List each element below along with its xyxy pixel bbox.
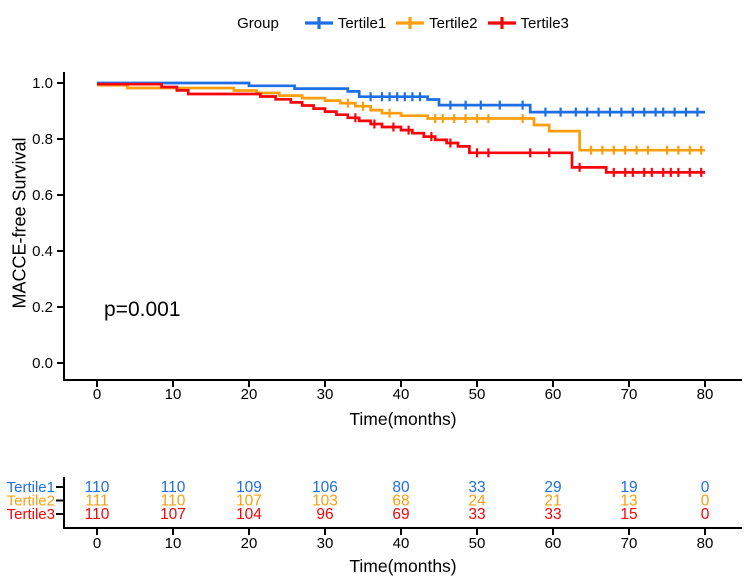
- y-axis-title: MACCE-free Survival: [9, 137, 30, 309]
- x-tick-label: 0: [93, 386, 101, 403]
- legend-items: Tertile1 Tertile2 Tertile3: [304, 13, 569, 33]
- risk-count: 33: [468, 479, 485, 496]
- risk-count: 0: [701, 479, 710, 496]
- risk-count: 111: [85, 493, 109, 510]
- y-tick-label: 0.0: [32, 355, 53, 372]
- risk-row-label: Tertile2: [7, 493, 55, 510]
- risk-count: 29: [544, 479, 561, 496]
- x-tick-label: 40: [393, 386, 410, 403]
- risk-count: 106: [312, 479, 338, 496]
- censor-marks-tertile1: [369, 92, 699, 117]
- risk-count: 110: [161, 479, 186, 496]
- x-tick-label: 20: [241, 386, 258, 403]
- legend-item-label: Tertile3: [520, 14, 569, 32]
- x-tick-label: 80: [697, 386, 714, 403]
- censor-marks-tertile3: [354, 113, 703, 177]
- risk-count: 13: [620, 493, 637, 510]
- risk-count: 107: [160, 506, 186, 523]
- y-tick-label: 0.8: [32, 131, 53, 148]
- legend: Group Tertile1 Tertile2 Tertile3: [64, 10, 742, 36]
- risk-count: 80: [392, 479, 410, 496]
- risk-row-label: Tertile1: [7, 479, 55, 496]
- x-tick-label: 50: [469, 386, 486, 403]
- risk-x-tick-label: 0: [93, 535, 101, 552]
- risk-table-x-axis-title: Time(months): [349, 556, 457, 576]
- y-tick-label: 0.6: [32, 187, 53, 204]
- risk-x-tick-label: 50: [469, 535, 486, 552]
- risk-count: 109: [236, 479, 262, 496]
- x-tick-label: 60: [545, 386, 562, 403]
- risk-x-tick-label: 80: [697, 535, 714, 552]
- risk-count: 33: [544, 506, 561, 523]
- risk-count: 0: [701, 506, 710, 523]
- risk-count: 15: [620, 506, 637, 523]
- x-tick-label: 10: [165, 386, 182, 403]
- legend-key-line-icon: [304, 17, 333, 29]
- y-tick-label: 1.0: [32, 75, 53, 92]
- legend-title: Group: [237, 14, 279, 32]
- censor-marks-tertile2: [346, 98, 703, 155]
- survival-curve-tertile1: [97, 81, 705, 114]
- legend-key-line-icon: [396, 17, 425, 29]
- risk-count: 21: [544, 493, 561, 510]
- legend-key-line-icon: [487, 17, 516, 29]
- risk-x-tick-label: 30: [317, 535, 334, 552]
- x-tick-label: 30: [317, 386, 334, 403]
- risk-x-tick-label: 60: [545, 535, 562, 552]
- risk-count: 96: [316, 506, 333, 523]
- risk-count: 104: [236, 506, 262, 523]
- risk-count: 110: [85, 479, 110, 496]
- legend-item-label: Tertile1: [337, 14, 387, 32]
- legend-item-tertile1: Tertile1: [304, 13, 386, 33]
- risk-count: 110: [85, 506, 110, 523]
- risk-x-tick-label: 20: [241, 535, 258, 552]
- risk-count: 110: [161, 493, 186, 510]
- risk-count: 68: [392, 493, 409, 510]
- p-value-annotation: p=0.001: [104, 298, 181, 321]
- risk-count: 0: [701, 493, 710, 510]
- legend-item-tertile3: Tertile3: [487, 13, 569, 33]
- risk-count: 103: [312, 493, 338, 510]
- risk-count: 19: [620, 479, 637, 496]
- risk-count: 33: [468, 506, 485, 523]
- legend-item-label: Tertile2: [429, 14, 478, 32]
- risk-x-tick-label: 40: [393, 535, 410, 552]
- survival-curve-tertile2: [97, 83, 705, 152]
- y-tick-label: 0.4: [32, 243, 53, 260]
- risk-count: 107: [236, 493, 262, 510]
- x-axis-title: Time(months): [349, 409, 457, 429]
- legend-item-tertile2: Tertile2: [395, 13, 478, 33]
- risk-x-tick-label: 10: [165, 535, 182, 552]
- x-tick-label: 70: [621, 386, 638, 403]
- survival-curve-tertile3: [97, 82, 705, 174]
- risk-count: 69: [392, 506, 409, 523]
- y-tick-label: 0.2: [32, 299, 53, 316]
- risk-row-label: Tertile3: [7, 506, 55, 523]
- risk-x-tick-label: 70: [621, 535, 638, 552]
- risk-count: 24: [468, 493, 486, 510]
